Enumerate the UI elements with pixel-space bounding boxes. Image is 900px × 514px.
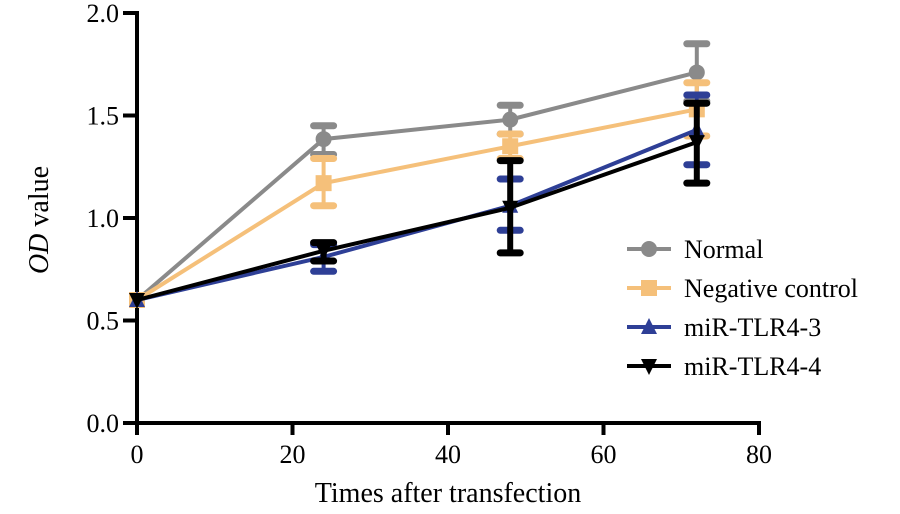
x-tick-label: 20	[280, 440, 306, 469]
legend: Normal Negative control miR-TLR4-3 miR-TLR4…	[627, 235, 858, 381]
series-line	[135, 107, 698, 302]
data-point	[315, 131, 332, 148]
legend-label: Negative control	[684, 274, 858, 303]
x-axis: 0 20 40 60 80	[131, 421, 772, 469]
data-point	[315, 243, 332, 260]
legend-marker	[641, 318, 657, 334]
legend-marker	[641, 241, 657, 257]
series-layer	[129, 40, 711, 309]
legend-label: miR-TLR4-4	[684, 352, 821, 381]
x-tick-label: 60	[591, 440, 617, 469]
x-tick-label: 40	[435, 440, 461, 469]
series-line	[135, 70, 698, 302]
x-tick-label: 80	[746, 440, 772, 469]
series-mir-tlr4-3	[129, 91, 711, 307]
data-point	[688, 135, 705, 152]
x-axis-title: Times after transfection	[315, 478, 581, 509]
data-point	[502, 111, 519, 128]
data-point	[502, 200, 519, 217]
data-point	[502, 138, 519, 155]
y-axis: 0.0 0.5 1.0 1.5 2.0	[87, 0, 139, 438]
y-tick-label: 0.0	[87, 409, 120, 438]
y-tick-label: 1.5	[87, 102, 120, 131]
legend-item: miR-TLR4-4	[627, 352, 821, 381]
legend-item: Normal	[627, 235, 763, 264]
series-mir-tlr4-4	[129, 99, 711, 309]
legend-item: Negative control	[627, 274, 858, 303]
series-negative-control	[129, 79, 711, 308]
data-point	[688, 64, 705, 81]
legend-label: Normal	[684, 235, 763, 264]
legend-marker	[641, 359, 657, 375]
x-tick-label: 0	[131, 440, 144, 469]
y-tick-label: 1.0	[87, 204, 120, 233]
y-tick-label: 2.0	[87, 0, 120, 28]
legend-label: miR-TLR4-3	[684, 313, 821, 342]
data-point	[129, 293, 145, 309]
legend-marker	[641, 280, 657, 296]
series-line	[136, 140, 698, 302]
y-axis-title-italic: OD	[24, 234, 55, 274]
series-line	[136, 127, 698, 302]
y-axis-title: OD value	[24, 166, 55, 274]
legend-item: miR-TLR4-3	[627, 313, 821, 342]
data-point	[315, 175, 332, 192]
y-tick-label: 0.5	[87, 307, 120, 336]
y-axis-title-rest: value	[24, 166, 55, 234]
series-normal	[129, 40, 711, 308]
